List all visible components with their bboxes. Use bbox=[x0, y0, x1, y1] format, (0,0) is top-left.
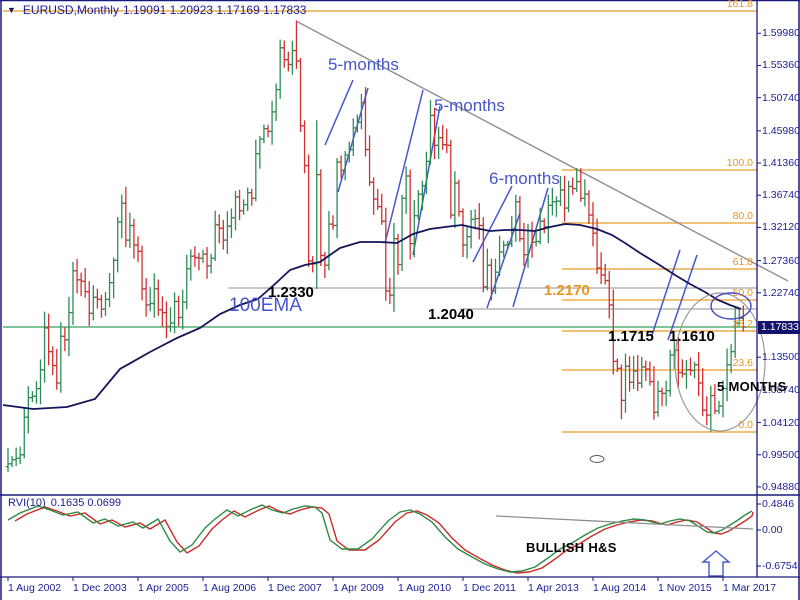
fib-label-100.0: 100.0 bbox=[726, 157, 753, 169]
price-axis-label-1.22740: 1.22740 bbox=[762, 286, 800, 299]
price-axis-label-1.45980: 1.45980 bbox=[762, 124, 800, 137]
date-label: 1 Apr 2005 bbox=[138, 582, 189, 594]
rvi-axis-label--0.6754: -0.6754 bbox=[762, 560, 798, 572]
candles-group bbox=[5, 20, 746, 472]
date-label: 1 Aug 2010 bbox=[398, 582, 452, 594]
chart-title: ▼ EURUSD,Monthly 1.19091 1.20923 1.17169 1… bbox=[7, 3, 310, 17]
rvi-signal-line bbox=[14, 505, 754, 574]
price-axis-label-1.32120: 1.32120 bbox=[762, 221, 800, 234]
date-label: 1 Nov 2015 bbox=[658, 582, 712, 594]
price-axis-label-1.04120: 1.04120 bbox=[762, 416, 800, 429]
annotation-100ema: 100EMA bbox=[229, 295, 302, 316]
annotation-6-months: 6-months bbox=[489, 169, 560, 188]
price-axis-label-1.59980: 1.59980 bbox=[762, 27, 800, 40]
date-label: 1 Dec 2011 bbox=[463, 582, 516, 594]
rvi-name: RVI(10) bbox=[8, 497, 46, 509]
rvi-values: 0.1635 0.0699 bbox=[50, 497, 122, 509]
date-label: 1 Aug 2006 bbox=[203, 582, 257, 594]
annotation-5-months: 5-months bbox=[434, 96, 505, 115]
rally-trendline-7 bbox=[651, 249, 681, 336]
fib-label-161.8: 161.8 bbox=[726, 0, 753, 10]
breakout-ellipse bbox=[710, 292, 752, 320]
rvi-axis-label-0.4846: 0.4846 bbox=[762, 498, 795, 510]
fib-label-50.0: 50.0 bbox=[732, 287, 753, 299]
fib-label-23.6: 23.6 bbox=[732, 357, 753, 369]
symbol-period-label: EURUSD,Monthly bbox=[22, 3, 119, 17]
annotation-bullish-h-s: BULLISH H&S bbox=[526, 540, 617, 555]
date-label: 1 Apr 2013 bbox=[528, 582, 579, 594]
current-price-value: 1.17833 bbox=[761, 321, 799, 333]
price-axis-label-0.99500: 0.99500 bbox=[762, 448, 800, 461]
date-label: 1 Aug 2014 bbox=[593, 582, 647, 594]
rally-trendline-4 bbox=[472, 185, 513, 263]
rally-trendline-0 bbox=[324, 79, 354, 146]
small-oval bbox=[589, 455, 605, 463]
rvi-main-line bbox=[7, 504, 753, 573]
annotation-5-months: 5 MONTHS bbox=[717, 379, 787, 394]
price-axis-label-1.50740: 1.50740 bbox=[762, 91, 800, 104]
annotation-1-1610: 1.1610 bbox=[669, 328, 715, 345]
price-axis-label-1.13500: 1.13500 bbox=[762, 351, 800, 364]
rvi-axis-label-0.00: 0.00 bbox=[762, 524, 783, 536]
annotation-1-2170: 1.2170 bbox=[544, 282, 590, 299]
ohlc-values: 1.19091 1.20923 1.17169 1.17833 bbox=[122, 3, 307, 17]
ema-line bbox=[2, 223, 742, 410]
date-label: 1 Dec 2003 bbox=[73, 582, 127, 594]
annotation-1-1715: 1.1715 bbox=[608, 328, 654, 345]
price-axis-label-0.94880: 0.94880 bbox=[762, 480, 800, 493]
current-price-tag: 1.17833 bbox=[758, 321, 800, 334]
fib-label-38.2: 38.2 bbox=[732, 318, 753, 330]
price-axis-label-1.55360: 1.55360 bbox=[762, 59, 800, 72]
price-axis-label-1.36740: 1.36740 bbox=[762, 189, 800, 202]
downtrend-line bbox=[295, 20, 789, 282]
consolidation-ellipse bbox=[674, 292, 766, 432]
annotation-1-2040: 1.2040 bbox=[428, 306, 474, 323]
rally-trendline-8 bbox=[667, 254, 698, 341]
up-arrow-icon bbox=[701, 550, 731, 577]
fib-label-0.0: 0.0 bbox=[738, 419, 753, 431]
price-axis-label-1.41360: 1.41360 bbox=[762, 157, 800, 170]
date-label: 1 Aug 2002 bbox=[8, 582, 62, 594]
annotation-1-2330: 1.2330 bbox=[268, 284, 314, 301]
date-label: 1 Mar 2017 bbox=[723, 582, 777, 594]
fib-label-61.8: 61.8 bbox=[732, 256, 753, 268]
collapse-triangle-icon[interactable]: ▼ bbox=[7, 5, 16, 15]
rally-trendline-2 bbox=[384, 89, 424, 244]
rally-trendline-6 bbox=[512, 187, 549, 308]
rvi-indicator-label: RVI(10) 0.1635 0.0699 bbox=[8, 497, 126, 509]
rvi-neckline bbox=[495, 515, 754, 530]
annotation-5-months: 5-months bbox=[328, 55, 399, 74]
fib-label-80.0: 80.0 bbox=[732, 210, 753, 222]
date-label: 1 Dec 2007 bbox=[268, 582, 322, 594]
price-axis-label-1.08740: 1.08740 bbox=[762, 384, 800, 397]
date-label: 1 Apr 2009 bbox=[333, 582, 384, 594]
price-axis-label-1.27360: 1.27360 bbox=[762, 254, 800, 267]
